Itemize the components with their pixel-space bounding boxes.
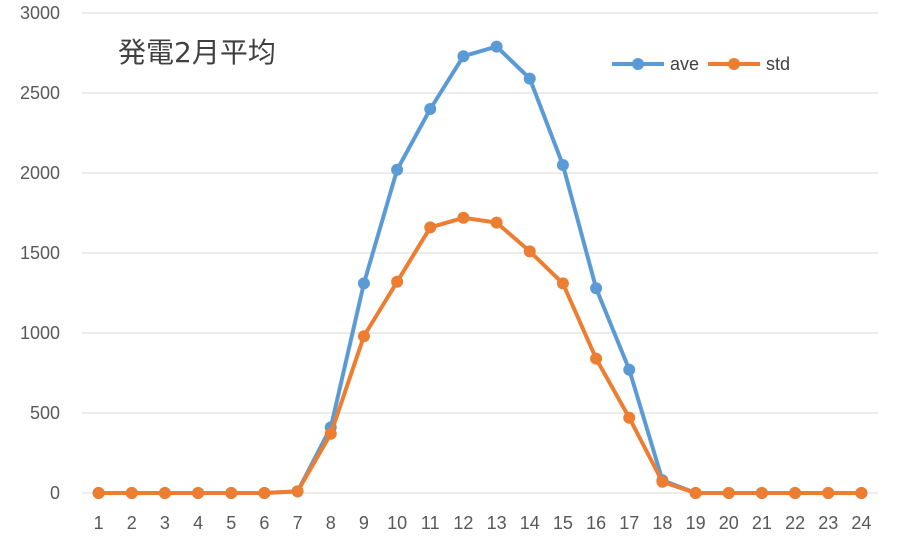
x-tick-label: 19 bbox=[686, 513, 706, 533]
data-point-std bbox=[192, 487, 205, 499]
x-tick-label: 9 bbox=[359, 513, 369, 533]
data-point-std bbox=[391, 275, 404, 288]
data-point-std bbox=[789, 487, 802, 499]
x-tick-label: 6 bbox=[259, 513, 269, 533]
data-point-std bbox=[92, 487, 105, 499]
series-line-ave bbox=[96, 44, 864, 495]
legend-label-ave: ave bbox=[670, 54, 699, 74]
x-tick-label: 7 bbox=[293, 513, 303, 533]
data-point-std bbox=[855, 487, 868, 499]
x-tick-label: 18 bbox=[652, 513, 672, 533]
data-point-std bbox=[225, 487, 238, 499]
data-point-ave bbox=[357, 277, 370, 290]
data-point-std bbox=[590, 352, 603, 365]
x-tick-label: 11 bbox=[421, 513, 440, 533]
x-tick-label: 21 bbox=[752, 513, 772, 533]
data-point-ave bbox=[556, 159, 569, 171]
series-ave bbox=[92, 40, 868, 499]
y-tick-label: 1500 bbox=[20, 243, 60, 263]
data-point-ave bbox=[391, 163, 404, 176]
data-point-std bbox=[291, 485, 304, 498]
series-line-std bbox=[96, 215, 864, 495]
x-tick-label: 20 bbox=[719, 513, 739, 533]
chart-title: 発電2月平均 bbox=[118, 36, 276, 69]
x-tick-label: 13 bbox=[487, 513, 507, 533]
x-axis-tick-labels: 1 2 3 4 5 6 7 8 9 10 11 12 13 14 15 16 17 18 19 20 21 22 23 24 bbox=[94, 513, 872, 533]
x-tick-label: 4 bbox=[193, 513, 203, 533]
data-point-std bbox=[357, 330, 370, 343]
x-tick-label: 23 bbox=[818, 513, 838, 533]
legend-marker-ave bbox=[632, 58, 644, 70]
data-point-std bbox=[324, 427, 337, 440]
data-point-ave bbox=[490, 40, 503, 53]
data-point-std bbox=[523, 245, 536, 258]
data-point-ave bbox=[590, 282, 603, 295]
legend-marker-std bbox=[728, 58, 740, 70]
x-tick-label: 24 bbox=[851, 513, 871, 533]
x-tick-label: 8 bbox=[326, 513, 336, 533]
legend: ave std bbox=[612, 54, 790, 74]
data-point-std bbox=[623, 411, 636, 424]
data-point-ave bbox=[523, 72, 536, 85]
y-tick-label: 2500 bbox=[20, 83, 60, 103]
x-tick-label: 12 bbox=[453, 513, 473, 533]
y-axis-tick-labels: 0 500 1000 1500 2000 2500 3000 bbox=[20, 3, 60, 503]
data-point-std bbox=[125, 487, 138, 499]
y-tick-label: 2000 bbox=[20, 163, 60, 183]
data-point-std bbox=[457, 211, 470, 224]
data-point-std bbox=[424, 221, 437, 234]
x-tick-label: 16 bbox=[586, 513, 606, 533]
data-point-std bbox=[556, 277, 569, 290]
gridlines bbox=[82, 12, 878, 494]
legend-label-std: std bbox=[766, 54, 790, 74]
data-point-std bbox=[490, 216, 503, 229]
x-tick-label: 17 bbox=[619, 513, 639, 533]
data-point-std bbox=[822, 487, 835, 499]
data-point-std bbox=[158, 487, 171, 499]
data-point-ave bbox=[623, 363, 636, 376]
data-point-std bbox=[258, 487, 271, 499]
y-tick-label: 3000 bbox=[20, 3, 60, 23]
series-std bbox=[92, 211, 868, 499]
x-tick-label: 3 bbox=[160, 513, 170, 533]
x-tick-label: 15 bbox=[553, 513, 573, 533]
x-tick-label: 22 bbox=[785, 513, 805, 533]
data-point-std bbox=[689, 487, 702, 499]
data-point-ave bbox=[424, 103, 437, 115]
data-point-ave bbox=[457, 50, 470, 63]
data-point-std bbox=[656, 475, 669, 488]
data-point-std bbox=[722, 487, 735, 499]
x-tick-label: 5 bbox=[226, 513, 236, 533]
data-point-std bbox=[755, 487, 768, 499]
x-tick-label: 2 bbox=[127, 513, 137, 533]
x-tick-label: 1 bbox=[94, 513, 104, 533]
y-tick-label: 1000 bbox=[20, 323, 60, 343]
x-tick-label: 10 bbox=[387, 513, 407, 533]
y-tick-label: 0 bbox=[50, 483, 60, 503]
x-tick-label: 14 bbox=[520, 513, 540, 533]
series-lines bbox=[92, 40, 868, 499]
y-tick-label: 500 bbox=[30, 403, 60, 423]
